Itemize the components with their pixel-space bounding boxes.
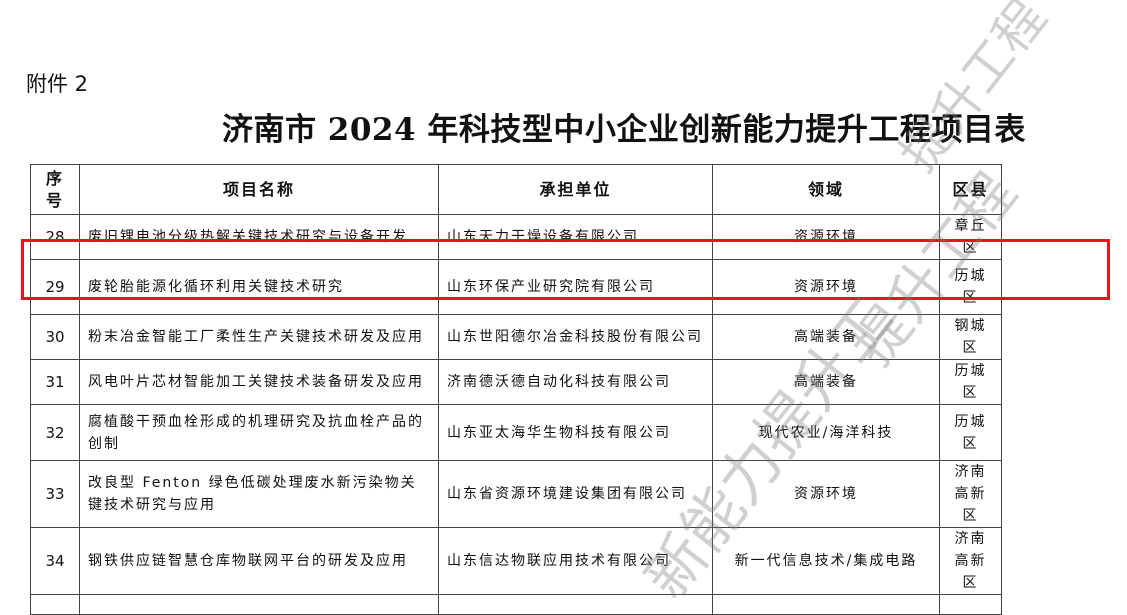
table-row: 34 钢铁供应链智慧仓库物联网平台的研发及应用 山东信达物联应用技术有限公司 新一代信…	[30, 527, 1002, 595]
cell-district: 钢城区	[939, 314, 1002, 360]
cell-no: 28	[30, 214, 80, 260]
cell-district: 历城区	[939, 404, 1002, 461]
header-no: 序号	[30, 164, 80, 215]
header-unit: 承担单位	[438, 164, 713, 215]
cell-name: 改良型 Fenton 绿色低碳处理废水新污染物关键技术研究与应用	[79, 460, 439, 528]
cell-unit: 山东环保产业研究院有限公司	[438, 259, 713, 315]
cell-no: 29	[30, 259, 80, 315]
cell-name: 粉末冶金智能工厂柔性生产关键技术研发及应用	[79, 314, 439, 360]
table-row: 31 风电叶片芯材智能加工关键技术装备研发及应用 济南德沃德自动化科技有限公司 高端装…	[30, 359, 1002, 405]
table-row: 30 粉末冶金智能工厂柔性生产关键技术研发及应用 山东世阳德尔冶金科技股份有限公司高…	[30, 314, 1002, 360]
cell-no: 33	[30, 460, 80, 528]
table-row-partial	[30, 594, 1002, 615]
cell-district: 章丘区	[939, 214, 1002, 260]
table-row: 28 废旧锂电池分级热解关键技术研究与设备开发 山东天力干燥设备有限公司 资源环境 章丘…	[30, 214, 1002, 260]
cell-name: 钢铁供应链智慧仓库物联网平台的研发及应用	[79, 527, 439, 595]
cell-district: 济南高新区	[939, 527, 1002, 595]
cell-no: 34	[30, 527, 80, 595]
cell-unit: 山东世阳德尔冶金科技股份有限公司	[438, 314, 713, 360]
header-district: 区县	[939, 164, 1002, 215]
cell-unit: 山东信达物联应用技术有限公司	[438, 527, 713, 595]
cell-field: 新一代信息技术/集成电路	[712, 527, 940, 595]
header-name: 项目名称	[79, 164, 439, 215]
cell-field: 高端装备	[712, 314, 940, 360]
cell-no: 32	[30, 404, 80, 461]
cell-district: 历城区	[939, 259, 1002, 315]
project-table: 序号 项目名称 承担单位 领域 区县 28 废旧锂电池分级热解关键技术研究与设备开…	[30, 164, 1002, 615]
cell-name: 风电叶片芯材智能加工关键技术装备研发及应用	[79, 359, 439, 405]
cell-unit: 山东亚太海华生物科技有限公司	[438, 404, 713, 461]
attachment-label: 附件 2	[26, 72, 89, 96]
cell-district: 济南高新区	[939, 460, 1002, 528]
cell-district: 历城区	[939, 359, 1002, 405]
cell-no: 31	[30, 359, 80, 405]
cell-name: 废旧锂电池分级热解关键技术研究与设备开发	[79, 214, 439, 260]
cell-field: 资源环境	[712, 214, 940, 260]
cell-field: 资源环境	[712, 460, 940, 528]
table-header-row: 序号 项目名称 承担单位 领域 区县	[30, 164, 1002, 215]
page-title: 济南市 2024 年科技型中小企业创新能力提升工程项目表	[222, 112, 1026, 148]
header-field: 领域	[712, 164, 940, 215]
table-row: 33 改良型 Fenton 绿色低碳处理废水新污染物关键技术研究与应用 山东省资源环…	[30, 460, 1002, 528]
cell-no: 30	[30, 314, 80, 360]
cell-unit: 济南德沃德自动化科技有限公司	[438, 359, 713, 405]
cell-name: 腐植酸干预血栓形成的机理研究及抗血栓产品的创制	[79, 404, 439, 461]
cell-field: 高端装备	[712, 359, 940, 405]
cell-name: 废轮胎能源化循环利用关键技术研究	[79, 259, 439, 315]
table-row: 32 腐植酸干预血栓形成的机理研究及抗血栓产品的创制 山东亚太海华生物科技有限公司现…	[30, 404, 1002, 461]
cell-field: 资源环境	[712, 259, 940, 315]
cell-unit: 山东天力干燥设备有限公司	[438, 214, 713, 260]
table-row: 29 废轮胎能源化循环利用关键技术研究 山东环保产业研究院有限公司 资源环境 历城区	[30, 259, 1002, 315]
watermark: 提升工程	[888, 0, 1058, 183]
cell-unit: 山东省资源环境建设集团有限公司	[438, 460, 713, 528]
cell-field: 现代农业/海洋科技	[712, 404, 940, 461]
